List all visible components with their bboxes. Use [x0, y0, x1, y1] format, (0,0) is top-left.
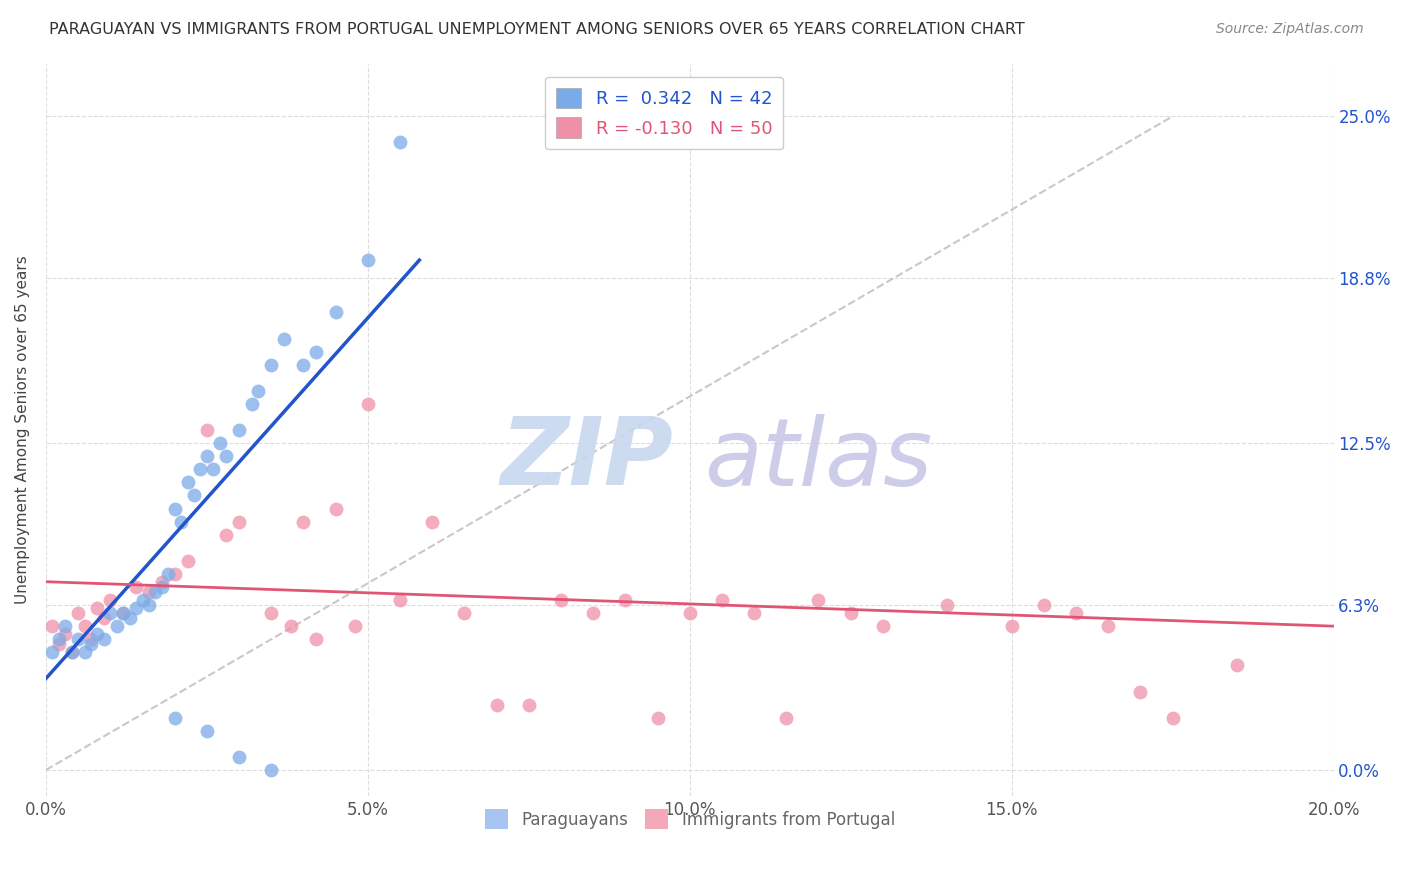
- Point: [138, 599, 160, 613]
- Point: [41, 619, 63, 633]
- Point: [150, 580, 173, 594]
- Point: [550, 593, 572, 607]
- Point: [80, 632, 103, 647]
- Point: [138, 585, 160, 599]
- Point: [292, 358, 315, 372]
- Point: [807, 593, 830, 607]
- Point: [41, 645, 63, 659]
- Point: [936, 599, 959, 613]
- Point: [775, 711, 797, 725]
- Point: [60, 645, 83, 659]
- Point: [163, 501, 186, 516]
- Point: [60, 645, 83, 659]
- Point: [839, 606, 862, 620]
- Point: [183, 488, 205, 502]
- Point: [325, 501, 347, 516]
- Point: [582, 606, 605, 620]
- Point: [260, 358, 283, 372]
- Point: [163, 566, 186, 581]
- Point: [163, 711, 186, 725]
- Point: [228, 750, 250, 764]
- Point: [215, 449, 238, 463]
- Point: [67, 606, 90, 620]
- Y-axis label: Unemployment Among Seniors over 65 years: Unemployment Among Seniors over 65 years: [15, 256, 30, 605]
- Point: [176, 554, 198, 568]
- Point: [125, 600, 148, 615]
- Point: [420, 515, 443, 529]
- Point: [131, 593, 153, 607]
- Point: [93, 611, 115, 625]
- Point: [112, 606, 135, 620]
- Point: [260, 606, 283, 620]
- Point: [614, 593, 637, 607]
- Point: [485, 698, 508, 712]
- Point: [150, 574, 173, 589]
- Point: [98, 606, 121, 620]
- Point: [67, 632, 90, 647]
- Point: [170, 515, 193, 529]
- Point: [1001, 619, 1024, 633]
- Point: [260, 763, 283, 777]
- Point: [157, 566, 180, 581]
- Point: [325, 305, 347, 319]
- Point: [73, 619, 96, 633]
- Point: [228, 515, 250, 529]
- Point: [105, 619, 128, 633]
- Point: [305, 344, 328, 359]
- Point: [118, 611, 141, 625]
- Point: [112, 606, 135, 620]
- Point: [357, 397, 380, 411]
- Point: [357, 253, 380, 268]
- Point: [305, 632, 328, 647]
- Point: [93, 632, 115, 647]
- Point: [195, 449, 218, 463]
- Point: [273, 332, 295, 346]
- Legend: Paraguayans, Immigrants from Portugal: Paraguayans, Immigrants from Portugal: [478, 803, 901, 835]
- Point: [145, 585, 167, 599]
- Text: PARAGUAYAN VS IMMIGRANTS FROM PORTUGAL UNEMPLOYMENT AMONG SENIORS OVER 65 YEARS : PARAGUAYAN VS IMMIGRANTS FROM PORTUGAL U…: [49, 22, 1025, 37]
- Point: [453, 606, 475, 620]
- Point: [53, 619, 76, 633]
- Text: ZIP: ZIP: [501, 413, 673, 506]
- Text: atlas: atlas: [704, 414, 932, 505]
- Point: [1226, 658, 1249, 673]
- Point: [1161, 711, 1184, 725]
- Point: [1064, 606, 1087, 620]
- Point: [86, 627, 108, 641]
- Point: [1032, 599, 1054, 613]
- Point: [53, 627, 76, 641]
- Text: Source: ZipAtlas.com: Source: ZipAtlas.com: [1216, 22, 1364, 37]
- Point: [280, 619, 302, 633]
- Point: [247, 384, 270, 398]
- Point: [80, 637, 103, 651]
- Point: [240, 397, 263, 411]
- Point: [228, 423, 250, 437]
- Point: [215, 527, 238, 541]
- Point: [195, 423, 218, 437]
- Point: [86, 600, 108, 615]
- Point: [73, 645, 96, 659]
- Point: [679, 606, 702, 620]
- Point: [190, 462, 212, 476]
- Point: [1129, 684, 1152, 698]
- Point: [389, 593, 412, 607]
- Point: [202, 462, 225, 476]
- Point: [98, 593, 121, 607]
- Point: [292, 515, 315, 529]
- Point: [48, 637, 70, 651]
- Point: [48, 632, 70, 647]
- Point: [125, 580, 148, 594]
- Point: [195, 723, 218, 738]
- Point: [742, 606, 765, 620]
- Point: [710, 593, 733, 607]
- Point: [343, 619, 366, 633]
- Point: [872, 619, 894, 633]
- Point: [389, 136, 412, 150]
- Point: [647, 711, 669, 725]
- Point: [176, 475, 198, 490]
- Point: [1097, 619, 1119, 633]
- Point: [517, 698, 540, 712]
- Point: [208, 436, 231, 450]
